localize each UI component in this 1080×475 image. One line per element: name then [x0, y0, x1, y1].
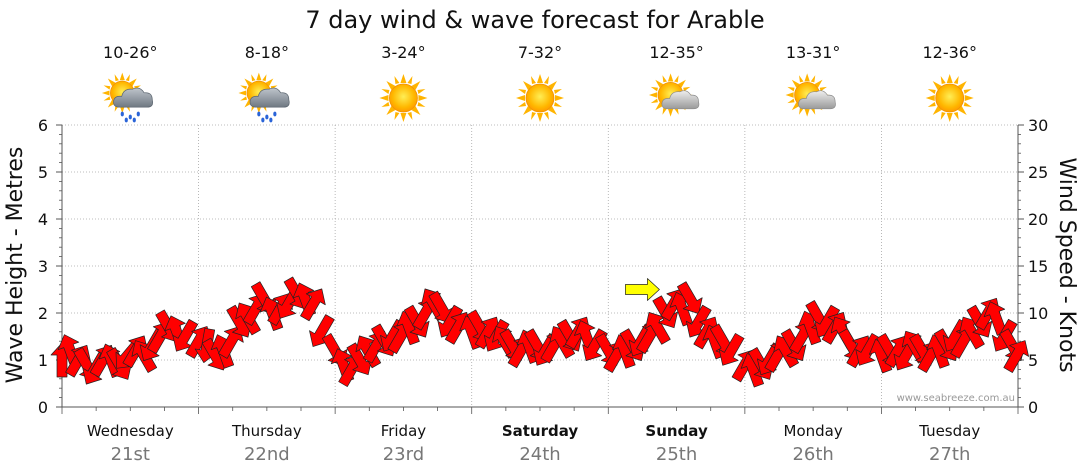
- y-right-tick-label: 0: [1028, 398, 1038, 417]
- wind-arrow: [677, 281, 703, 314]
- temperature-range: 12-36°: [922, 43, 977, 62]
- y-left-tick-label: 0: [38, 398, 48, 417]
- rain-cloud-sun-icon: [101, 72, 154, 123]
- day-name-label: Wednesday: [87, 422, 174, 440]
- wind-arrow: [959, 316, 985, 350]
- y-right-tick-label: 25: [1028, 163, 1048, 182]
- wind-arrow: [645, 312, 671, 345]
- y-axis-left-title: Wave Height - Metres: [3, 147, 28, 384]
- sun-icon: [925, 73, 975, 123]
- y-left-tick-label: 3: [38, 257, 48, 276]
- plot-area: 0 1 2 3 4 5 6 0 5 10 15 20 25 30: [38, 116, 1049, 417]
- sun-icon: [379, 73, 428, 123]
- partly-cloudy-icon: [648, 73, 700, 117]
- chart-title: 7 day wind & wave forecast for Arable: [305, 6, 764, 34]
- partly-cloudy-icon: [785, 73, 836, 117]
- temperature-range: 8-18°: [245, 43, 289, 62]
- temperature-range: 10-26°: [103, 43, 158, 62]
- y-right-tick-label: 15: [1028, 257, 1048, 276]
- wind-arrow: [172, 318, 199, 352]
- axes: 0 1 2 3 4 5 6 0 5 10 15 20 25 30: [38, 116, 1049, 417]
- wave-arrow: [625, 278, 660, 301]
- wind-arrow: [428, 290, 455, 324]
- day-name-label: Tuesday: [918, 422, 980, 440]
- y-left-tick-label: 2: [38, 304, 48, 323]
- wind-arrow: [1003, 340, 1029, 373]
- day-name-label: Thursday: [231, 422, 302, 440]
- day-name-label: Friday: [381, 422, 427, 440]
- y-right-tick-label: 5: [1028, 351, 1038, 370]
- day-name-label: Monday: [784, 422, 843, 440]
- day-date-label: 26th: [792, 444, 833, 465]
- temperature-range: 12-35°: [649, 43, 704, 62]
- daily-forecast-row: 10-26° 8-18° 3-24° 7-32° 12-35° 13-31° 12-36°: [101, 43, 977, 123]
- y-right-tick-label: 10: [1028, 304, 1048, 323]
- y-axis-right-title: Wind Speed - Knots: [1054, 157, 1079, 372]
- day-date-label: 27th: [929, 444, 970, 465]
- day-date-label: 22nd: [244, 444, 290, 465]
- wind-arrow: [300, 288, 326, 322]
- day-date-label: 23rd: [383, 444, 424, 465]
- day-name-label: Saturday: [502, 422, 579, 440]
- y-left-tick-label: 4: [38, 210, 48, 229]
- temperature-range: 3-24°: [381, 43, 425, 62]
- wind-arrow: [346, 342, 373, 376]
- y-left-tick-label: 6: [38, 116, 48, 135]
- temperature-range: 13-31°: [786, 43, 841, 62]
- y-right-tick-label: 20: [1028, 210, 1048, 229]
- y-left-tick-label: 5: [38, 163, 48, 182]
- temperature-range: 7-32°: [518, 43, 562, 62]
- day-date-label: 25th: [656, 444, 697, 465]
- day-labels: Wednesday 21st Thursday 22nd Friday 23rd Satur…: [87, 422, 980, 465]
- rain-cloud-sun-icon: [238, 72, 290, 123]
- y-left-tick-label: 1: [38, 351, 48, 370]
- wind-arrow: [686, 304, 712, 338]
- day-date-label: 24th: [519, 444, 560, 465]
- wind-arrow: [718, 333, 745, 366]
- sun-icon: [515, 73, 565, 123]
- wind-wave-marks: [50, 276, 1029, 388]
- day-name-label: Sunday: [645, 422, 708, 440]
- y-right-tick-label: 30: [1028, 116, 1048, 135]
- watermark: www.seabreeze.com.au: [897, 393, 1015, 404]
- day-date-label: 21st: [111, 444, 150, 465]
